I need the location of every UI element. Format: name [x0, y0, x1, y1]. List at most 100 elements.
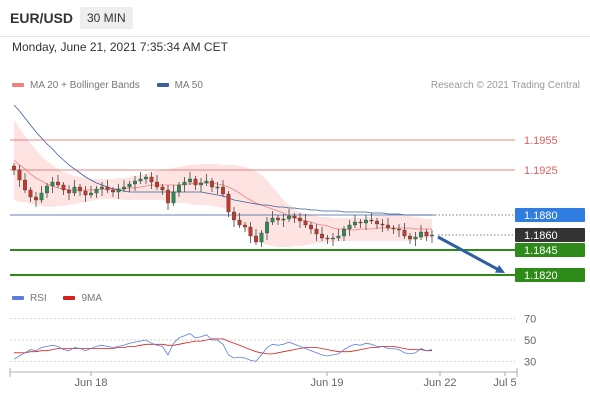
legend-rsi-label: RSI — [30, 293, 47, 304]
candle-down — [402, 229, 407, 237]
ma50-swatch — [156, 83, 169, 88]
candle-up — [331, 237, 335, 240]
candle-up — [265, 221, 269, 234]
last-price-box — [515, 228, 585, 242]
time-tick-label: Jun 18 — [74, 377, 107, 389]
candle-up — [188, 178, 192, 183]
candle-up — [133, 180, 137, 185]
forecast-arrow-shaft — [437, 235, 500, 272]
support-label: 1.1820 — [524, 270, 558, 282]
candle-down — [391, 227, 396, 230]
resistance-label: 1.1955 — [524, 135, 558, 147]
candle-up — [430, 234, 434, 237]
candle-down — [369, 219, 374, 222]
candle-down — [397, 228, 401, 231]
candle-down — [56, 181, 60, 186]
candle-down — [83, 190, 88, 196]
support-label-box — [515, 243, 585, 257]
candle-up — [144, 176, 148, 180]
rsi-ma-swatch — [63, 296, 76, 301]
last-price-label: 1.1860 — [524, 230, 558, 242]
support-label: 1.1845 — [524, 245, 558, 257]
resistance-label: 1.1925 — [524, 165, 558, 177]
candle-up — [347, 224, 352, 230]
legend-9ma: 9MA — [63, 293, 102, 304]
candle-up — [116, 188, 121, 193]
candle-up — [50, 181, 55, 187]
candle-up — [171, 191, 176, 204]
candle-up — [281, 218, 286, 221]
candle-up — [204, 180, 209, 184]
candle-up — [342, 228, 346, 237]
bollinger-swatch — [12, 83, 24, 88]
timestamp: Monday, June 21, 2021 7:35:34 AM CET — [12, 40, 228, 54]
rsi-swatch — [12, 296, 24, 301]
candle-down — [314, 228, 319, 235]
candle-down — [67, 189, 71, 194]
legend-bollinger-label: MA 20 + Bollinger Bands — [30, 80, 140, 91]
candle-up — [353, 221, 357, 226]
candle-down — [248, 226, 253, 237]
candle-down — [221, 186, 225, 195]
candle-up — [199, 182, 203, 186]
rsi-line — [13, 333, 433, 362]
candle-down — [111, 189, 115, 193]
candle-up — [45, 185, 49, 194]
candle-down — [292, 215, 297, 219]
price-panel: 1.1955 1.1925 1.1880 1.1860 1.1845 1.1820 — [10, 104, 585, 282]
candle-down — [254, 235, 258, 243]
candle-up — [336, 235, 341, 239]
rsi-panel: 70 50 30 — [10, 314, 536, 368]
credit-text: Research © 2021 Trading Central — [430, 80, 580, 91]
candle-up — [39, 192, 44, 201]
candle-down — [23, 179, 27, 191]
pivot-label-box — [515, 208, 585, 222]
candle-down — [160, 186, 165, 191]
candle-up — [177, 184, 181, 193]
legend-9ma-label: 9MA — [81, 293, 103, 304]
rsi-tick-label: 50 — [524, 335, 536, 347]
candle-down — [155, 181, 159, 188]
candle-up — [122, 186, 126, 190]
candle-down — [298, 217, 302, 222]
candle-up — [182, 181, 187, 186]
candle-up — [72, 186, 77, 194]
time-axis: Jun 18 Jun 19 Jun 22 Jul 5 — [9, 368, 518, 389]
candle-down — [193, 178, 198, 186]
legend-ma50: MA 50 — [156, 80, 203, 91]
candle-down — [276, 217, 280, 221]
candle-down — [28, 189, 33, 198]
candle-down — [61, 184, 66, 191]
candle-down — [166, 189, 170, 204]
time-tick-label: Jun 22 — [423, 377, 456, 389]
candle-up — [94, 188, 99, 194]
pivot-label: 1.1880 — [524, 210, 558, 222]
candle-down — [105, 186, 110, 191]
rsi-tick-label: 30 — [524, 356, 536, 368]
candle-up — [259, 232, 264, 243]
candle-down — [309, 224, 313, 230]
chart-header: EUR/USD 30 MIN — [0, 0, 590, 37]
support-label-box — [515, 268, 585, 282]
candle-up — [138, 178, 143, 182]
rsi-tick-label: 70 — [524, 314, 536, 326]
candle-down — [149, 176, 154, 183]
forecast-arrow-head — [495, 264, 505, 273]
candle-down — [232, 211, 236, 221]
candle-up — [287, 215, 291, 220]
time-tick-label: Jul 5 — [493, 377, 516, 389]
timeframe-tab[interactable]: 30 MIN — [80, 7, 133, 29]
candle-down — [17, 169, 22, 181]
candle-down — [325, 237, 330, 240]
candle-down — [226, 193, 231, 213]
candle-down — [386, 224, 390, 229]
candle-down — [237, 219, 242, 226]
rsi-legend: RSI 9MA — [12, 293, 116, 304]
candle-down — [424, 231, 429, 237]
candle-up — [419, 231, 423, 238]
legend-ma50-label: MA 50 — [174, 80, 203, 91]
candle-down — [320, 233, 324, 239]
legend-bollinger: MA 20 + Bollinger Bands — [12, 80, 140, 91]
price-legend: MA 20 + Bollinger Bands MA 50 — [12, 80, 217, 91]
